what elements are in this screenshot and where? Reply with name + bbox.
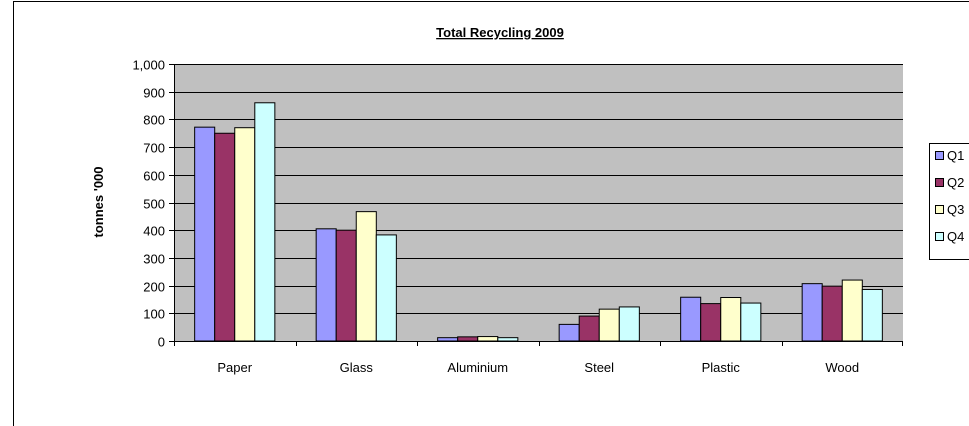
legend-swatch	[935, 232, 944, 241]
bar	[355, 211, 377, 342]
bar	[720, 297, 742, 342]
bar	[457, 336, 479, 342]
y-axis-label: tonnes '000	[91, 166, 106, 237]
y-tick-label: 300	[143, 252, 165, 267]
bar	[598, 308, 620, 342]
bar	[680, 296, 702, 342]
y-tick-label: 700	[143, 141, 165, 156]
plot-background	[174, 64, 903, 341]
y-tick-label: 600	[143, 169, 165, 184]
bar	[618, 306, 640, 342]
bar	[801, 283, 823, 342]
legend-label: Q1	[947, 148, 964, 163]
bar	[841, 279, 863, 342]
bar	[740, 302, 762, 342]
x-tick-label: Plastic	[702, 360, 741, 375]
bar	[315, 228, 337, 342]
legend-label: Q4	[947, 229, 964, 244]
y-tick-label: 100	[143, 307, 165, 322]
y-tick-label: 800	[143, 113, 165, 128]
bar	[477, 336, 499, 342]
x-tick-label: Wood	[825, 360, 859, 375]
x-tick-label: Glass	[340, 360, 374, 375]
bar	[234, 127, 256, 342]
plot-area: 0 100 200 300 400 500 600 700 800 900 1,000 Paper Gl…	[132, 58, 903, 375]
y-tick-label: 400	[143, 224, 165, 239]
y-tick-label: 200	[143, 280, 165, 295]
bar	[497, 337, 519, 342]
legend-swatch	[935, 178, 944, 187]
x-tick-label: Steel	[584, 360, 614, 375]
x-tick-label: Paper	[217, 360, 252, 375]
legend-swatch	[935, 205, 944, 214]
bar	[254, 102, 276, 342]
x-tick-label: Aluminium	[447, 360, 508, 375]
y-tick-label: 1,000	[132, 58, 165, 73]
bar	[437, 337, 459, 342]
legend: Q1 Q2 Q3 Q4	[929, 143, 969, 260]
y-tick-label: 900	[143, 86, 165, 101]
bar	[700, 303, 722, 342]
bar	[214, 132, 236, 342]
legend-swatch	[935, 151, 944, 160]
y-tick-label: 0	[158, 335, 165, 350]
bar	[335, 229, 357, 342]
legend-label: Q3	[947, 202, 964, 217]
y-tick-label: 500	[143, 197, 165, 212]
bar	[375, 234, 397, 342]
bar	[194, 126, 216, 342]
bar	[558, 323, 580, 342]
bar	[578, 315, 600, 342]
bar	[821, 285, 843, 342]
chart-title: Total Recycling 2009	[436, 25, 564, 40]
bar	[861, 288, 883, 342]
legend-label: Q2	[947, 175, 964, 190]
